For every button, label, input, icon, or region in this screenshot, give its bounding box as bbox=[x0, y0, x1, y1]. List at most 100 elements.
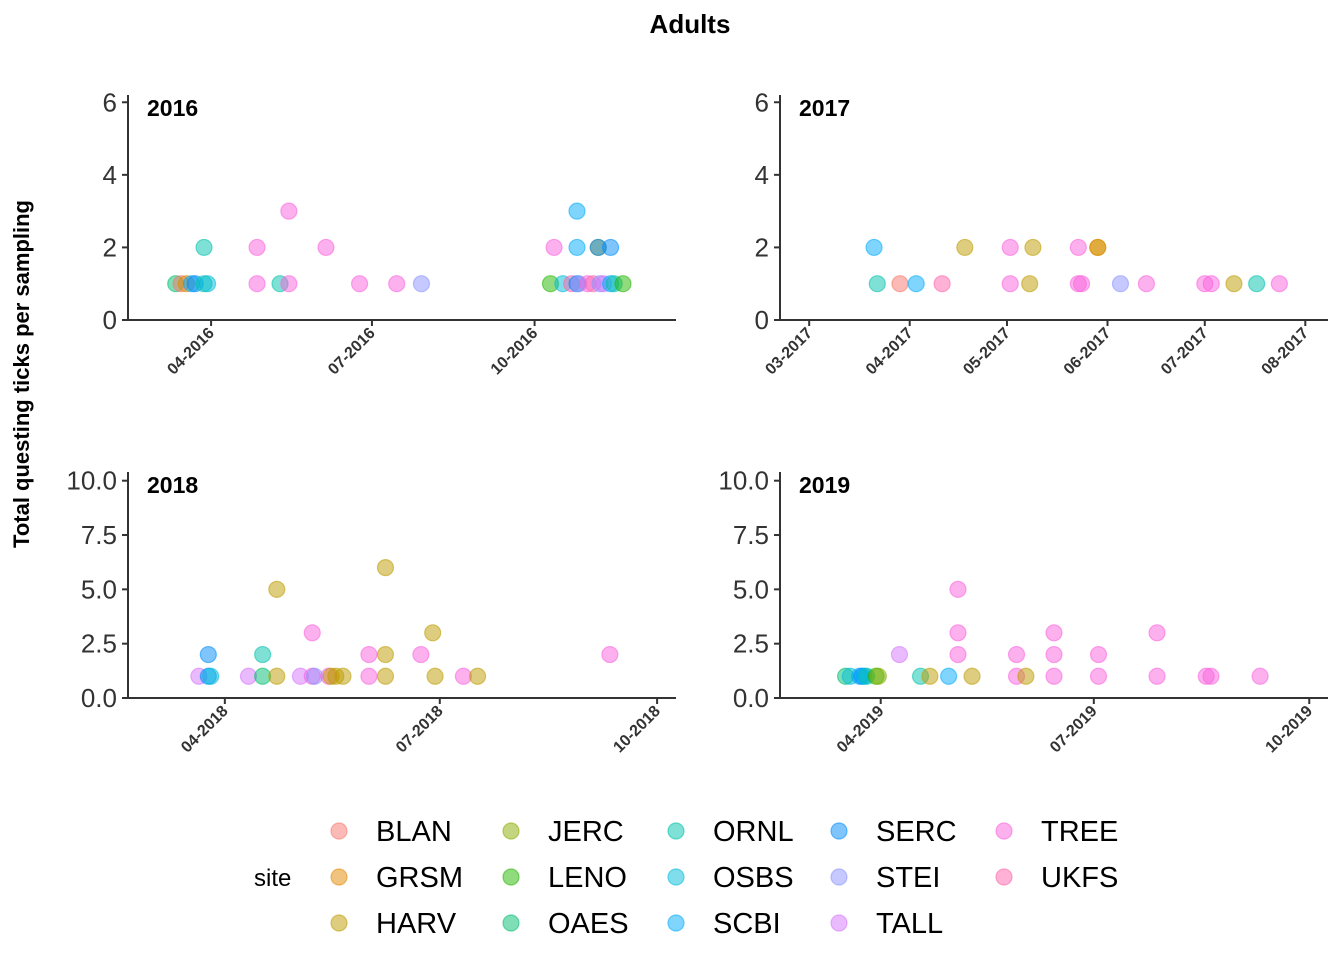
y-tick-label: 4 bbox=[755, 160, 769, 190]
data-point-tree bbox=[949, 580, 967, 598]
y-tick-label: 0.0 bbox=[733, 683, 769, 713]
legend-label-blan: BLAN bbox=[376, 816, 452, 848]
legend-label-ornl: ORNL bbox=[713, 816, 794, 848]
y-tick-label: 5.0 bbox=[81, 574, 117, 604]
x-tick-label: 08-2017 bbox=[1259, 325, 1313, 379]
legend-key-leno bbox=[502, 868, 520, 886]
legend-key-ukfs bbox=[995, 868, 1013, 886]
legend-key-grsm bbox=[330, 868, 348, 886]
data-point-harv bbox=[376, 645, 395, 664]
data-point-tree bbox=[1001, 275, 1019, 293]
data-point-tree bbox=[1069, 238, 1087, 257]
legend-key-blan bbox=[330, 822, 348, 840]
panel-2019: 2019 0.0 2.5 5.0 7.5 10.0 04-2019 07-2019 10-201… bbox=[718, 466, 1328, 757]
y-tick-label: 0.0 bbox=[81, 683, 117, 713]
data-point-tree bbox=[360, 667, 378, 685]
legend-key-scbi bbox=[667, 914, 685, 932]
data-point-harv bbox=[956, 238, 974, 257]
data-point-harv bbox=[426, 667, 444, 685]
legend-label-grsm: GRSM bbox=[376, 862, 463, 894]
chart-title: Adults bbox=[650, 9, 731, 39]
data-point-tree bbox=[1045, 667, 1063, 685]
data-point-stei bbox=[1111, 275, 1130, 293]
legend-label-ukfs: UKFS bbox=[1041, 862, 1118, 894]
data-point-ukfs bbox=[933, 275, 951, 293]
x-tick-label: 05-2017 bbox=[960, 325, 1014, 379]
data-point-tree bbox=[601, 645, 619, 664]
y-tick-label: 2.5 bbox=[81, 629, 117, 659]
legend-label-serc: SERC bbox=[876, 816, 957, 848]
x-tick-label: 07-2018 bbox=[393, 703, 447, 757]
legend-key-serc bbox=[830, 822, 848, 840]
data-point-tree bbox=[1089, 667, 1108, 685]
panels-group: 2016 0 2 4 6 04-2016 07-2016 10-2016 2017 0 2 4 6 03-… bbox=[66, 87, 1328, 756]
y-tick-label: 5.0 bbox=[733, 574, 769, 604]
data-point-harv bbox=[268, 580, 286, 598]
data-point-scbi bbox=[568, 238, 586, 257]
legend-key-stei bbox=[830, 868, 848, 886]
data-point-jerc bbox=[869, 667, 887, 685]
panel-2016: 2016 0 2 4 6 04-2016 07-2016 10-2016 bbox=[103, 87, 676, 378]
legend-label-osbs: OSBS bbox=[713, 862, 794, 894]
y-axis-label: Total questing ticks per sampling bbox=[9, 200, 34, 548]
x-tick-label: 04-2019 bbox=[834, 703, 888, 757]
data-point-tree bbox=[1137, 275, 1156, 293]
x-tick-label: 10-2018 bbox=[610, 703, 664, 757]
legend-key-harv bbox=[330, 914, 348, 932]
data-point-tree bbox=[1001, 238, 1019, 257]
data-point-tree bbox=[360, 645, 378, 664]
legend-label-leno: LENO bbox=[548, 862, 627, 894]
data-point-ornl bbox=[254, 645, 272, 664]
y-tick-label: 2 bbox=[755, 232, 769, 262]
data-point-tree bbox=[1202, 667, 1220, 685]
data-point-harv bbox=[1021, 275, 1039, 293]
y-tick-label: 0 bbox=[103, 305, 117, 335]
data-point-harv bbox=[1225, 275, 1243, 293]
x-tick-label: 07-2017 bbox=[1158, 325, 1212, 379]
y-tick-label: 10.0 bbox=[66, 466, 117, 496]
data-point-tree bbox=[1072, 275, 1091, 293]
legend-key-jerc bbox=[502, 822, 520, 840]
data-point-tree bbox=[949, 645, 967, 664]
data-point-tree bbox=[1148, 624, 1166, 642]
panel-label: 2018 bbox=[147, 472, 198, 498]
data-point-harv bbox=[268, 667, 286, 685]
data-point-ornl bbox=[195, 238, 213, 257]
data-point-tree bbox=[1089, 645, 1108, 664]
data-point-scbi bbox=[940, 667, 958, 685]
legend-label-oaes: OAES bbox=[548, 908, 629, 940]
data-point-harv bbox=[963, 667, 981, 685]
data-point-tree bbox=[248, 238, 266, 257]
data-point-osbs bbox=[198, 275, 217, 293]
data-point-ornl bbox=[868, 275, 886, 293]
x-tick-label: 07-2019 bbox=[1047, 703, 1101, 757]
data-point-harv bbox=[1017, 667, 1035, 685]
data-point-tree bbox=[388, 275, 406, 293]
data-point-harv bbox=[376, 559, 395, 577]
data-point-tree bbox=[1202, 275, 1220, 293]
x-tick-label: 04-2017 bbox=[863, 325, 917, 379]
legend-key-tall bbox=[830, 914, 848, 932]
data-point-tree bbox=[1251, 667, 1269, 685]
legend-key-osbs bbox=[667, 868, 685, 886]
data-point-tall bbox=[890, 645, 909, 664]
panel-2018: 2018 0.0 2.5 5.0 7.5 10.0 04-2018 07-2018 10-201… bbox=[66, 466, 676, 757]
data-point-serc bbox=[199, 645, 217, 664]
legend-label-scbi: SCBI bbox=[713, 908, 781, 940]
data-point-tree bbox=[1270, 275, 1288, 293]
data-point-scbi bbox=[568, 202, 586, 220]
data-point-tree bbox=[350, 275, 369, 293]
y-tick-label: 4 bbox=[103, 160, 117, 190]
y-tick-label: 6 bbox=[755, 87, 769, 117]
legend-label-stei: STEI bbox=[876, 862, 940, 894]
y-tick-label: 7.5 bbox=[81, 520, 117, 550]
legend-key-oaes bbox=[502, 914, 520, 932]
data-point-tree bbox=[545, 238, 563, 257]
data-point-leno bbox=[614, 275, 632, 293]
data-point-tree bbox=[248, 275, 266, 293]
data-point-harv bbox=[334, 667, 352, 685]
legend-label-tall: TALL bbox=[876, 908, 943, 940]
data-point-tree bbox=[317, 238, 335, 257]
data-point-grsm bbox=[1089, 238, 1107, 257]
